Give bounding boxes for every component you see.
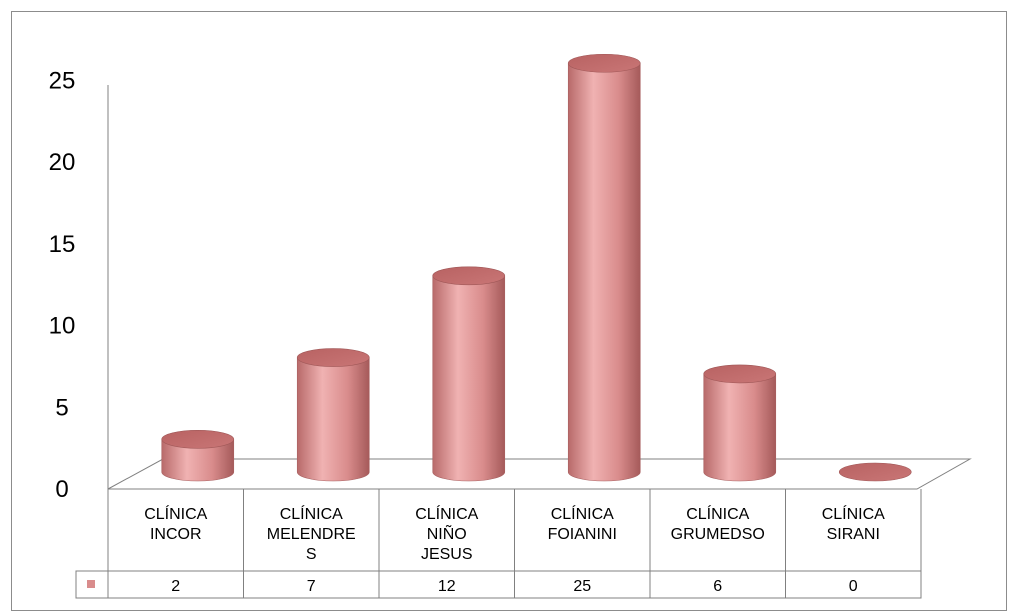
bar (567, 62, 641, 482)
category-label: CLÍNICA NIÑO JESUS (415, 504, 478, 563)
y-axis-ticks: 0 5 10 15 20 25 (49, 67, 76, 503)
bars (161, 53, 912, 482)
category-label: CLÍNICA SIRANI (822, 504, 885, 543)
axes (107, 85, 972, 490)
category-label: CLÍNICA FOIANINI (548, 504, 617, 543)
data-table: CLÍNICA INCOR 2 CLÍNICA MELENDRE S 7 CLÍNICA NIÑ… (75, 489, 922, 599)
bar (296, 357, 370, 482)
table-value: 25 (573, 578, 591, 595)
bar-top (296, 348, 370, 367)
chart-frame (11, 11, 1007, 611)
bar (161, 439, 235, 482)
legend-swatch (87, 580, 95, 588)
bar (703, 373, 777, 482)
category-label: CLÍNICA INCOR (144, 504, 207, 543)
bar-top (703, 364, 777, 384)
table-value: 0 (849, 578, 858, 595)
table-value: 2 (171, 578, 180, 595)
table-value-row (75, 570, 922, 599)
y-tick-label: 20 (49, 149, 76, 176)
y-tick-label: 10 (49, 313, 76, 340)
y-tick-label: 25 (49, 67, 76, 94)
bar (432, 275, 506, 482)
table-value: 12 (438, 578, 456, 595)
category-label: CLÍNICA MELENDRE S (267, 504, 356, 563)
y-tick-label: 0 (55, 476, 68, 503)
category-label: CLÍNICA GRUMEDSO (671, 504, 765, 543)
bar-top (838, 462, 912, 482)
y-tick-label: 15 (49, 231, 76, 258)
bar-top (567, 53, 641, 73)
bar-top (161, 429, 235, 449)
table-value: 6 (713, 578, 722, 595)
table-value: 7 (307, 578, 316, 595)
bar-top (432, 266, 506, 286)
y-tick-label: 5 (55, 394, 68, 421)
